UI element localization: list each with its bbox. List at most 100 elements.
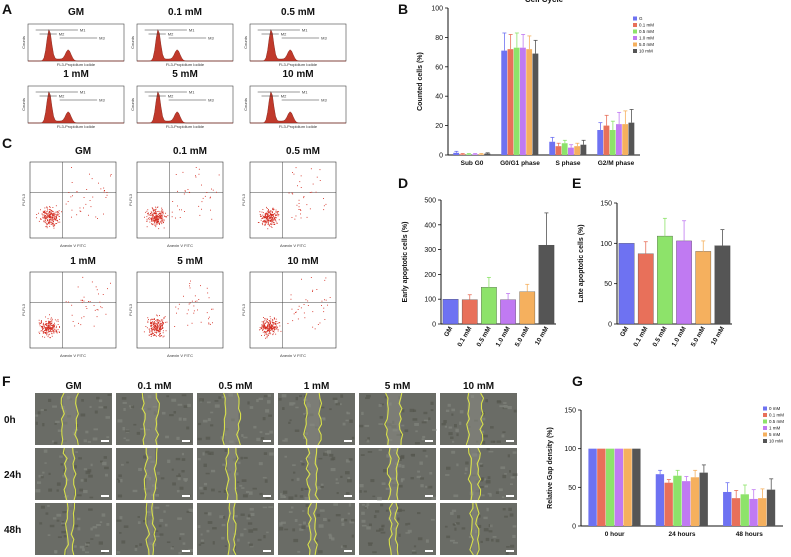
scatter-dot bbox=[262, 214, 264, 216]
scatter-dot bbox=[46, 213, 48, 215]
scatter-dot bbox=[49, 333, 51, 335]
cell-texture bbox=[80, 413, 86, 417]
scatter-dot bbox=[156, 326, 158, 327]
scatter-dot bbox=[154, 329, 156, 331]
scatter-dot bbox=[159, 215, 160, 217]
scatter-dot bbox=[272, 331, 274, 332]
scatter-dot bbox=[50, 223, 52, 225]
cell-texture bbox=[420, 477, 425, 480]
scatter-dot bbox=[310, 168, 312, 170]
cell-texture bbox=[54, 550, 57, 554]
scatter-dot bbox=[150, 330, 152, 332]
cell-texture bbox=[366, 394, 371, 398]
cell-texture bbox=[443, 420, 447, 424]
scatter-dot bbox=[295, 312, 296, 313]
cell-texture bbox=[218, 490, 221, 493]
scatter-dot bbox=[271, 212, 273, 213]
scatter-dot bbox=[153, 216, 155, 218]
scatter-dot bbox=[268, 212, 270, 214]
scatter-dot bbox=[155, 226, 157, 228]
cell-texture bbox=[118, 474, 122, 478]
scatter-dot bbox=[273, 322, 275, 323]
scatter-dot bbox=[164, 321, 166, 323]
scatter-dot bbox=[163, 227, 165, 229]
cell-texture bbox=[134, 548, 138, 552]
wound-edge-left bbox=[60, 392, 65, 446]
scatter-dot bbox=[154, 218, 155, 220]
cell-texture bbox=[427, 485, 433, 489]
y-tick-label: 150 bbox=[600, 201, 612, 208]
scatter-dot bbox=[155, 328, 157, 330]
bar bbox=[632, 448, 641, 526]
scatter-dot bbox=[162, 319, 164, 321]
wound-image bbox=[278, 447, 355, 501]
cell-texture bbox=[502, 474, 507, 479]
scatter-dot bbox=[263, 325, 265, 327]
scatter-dot bbox=[49, 219, 50, 221]
scatter-dot bbox=[314, 328, 316, 330]
scatter-dot bbox=[50, 213, 52, 215]
scatter-dot bbox=[155, 325, 157, 326]
scatter-dot bbox=[151, 217, 152, 219]
scatter-dot bbox=[149, 330, 150, 332]
wound-gap bbox=[305, 393, 320, 445]
cell-texture bbox=[183, 405, 188, 408]
cell-texture bbox=[445, 409, 450, 413]
cell-texture bbox=[200, 492, 205, 495]
scatter-dot bbox=[99, 301, 101, 303]
scatter-dot bbox=[154, 326, 156, 328]
x-tick-label: 1.0 mM bbox=[671, 326, 688, 349]
cell-texture bbox=[376, 529, 381, 532]
scatter-dot bbox=[271, 325, 272, 327]
scatter-dot bbox=[55, 214, 57, 216]
cell-texture bbox=[400, 454, 405, 459]
scatter-dot bbox=[71, 209, 73, 211]
histogram-peaks bbox=[250, 90, 346, 124]
scatter-dot bbox=[49, 221, 50, 223]
bar bbox=[690, 477, 700, 526]
scatter-dot bbox=[42, 210, 44, 212]
histogram-frame bbox=[136, 85, 234, 124]
scatter-dot bbox=[51, 327, 53, 328]
x-tick-label: S phase bbox=[556, 160, 581, 167]
cell-texture bbox=[278, 527, 284, 531]
bar bbox=[637, 253, 654, 325]
cell-texture bbox=[262, 417, 266, 421]
legend-swatch bbox=[633, 29, 637, 34]
cell-texture bbox=[123, 408, 126, 411]
wound-edge-left bbox=[143, 448, 149, 501]
cell-texture bbox=[282, 439, 285, 442]
scatter-dot bbox=[329, 297, 331, 298]
cell-texture bbox=[510, 476, 515, 479]
scatter-dot bbox=[58, 331, 60, 333]
scatter-dot bbox=[149, 214, 150, 216]
cell-texture bbox=[281, 521, 286, 524]
bar bbox=[520, 47, 526, 155]
cell-texture bbox=[334, 399, 338, 404]
scatter-dot bbox=[270, 322, 271, 324]
scatter-dot bbox=[160, 217, 161, 219]
cell-texture bbox=[159, 533, 164, 536]
scatter-dot bbox=[156, 218, 158, 220]
scatter-dot bbox=[271, 211, 273, 212]
y-axis-label: Late apoptotic cells (%) bbox=[578, 224, 585, 302]
cell-texture bbox=[425, 539, 429, 543]
cell-texture bbox=[359, 484, 364, 488]
wound-edge-left bbox=[227, 502, 231, 556]
cell-texture bbox=[40, 505, 45, 509]
scatter-dot bbox=[147, 212, 149, 214]
scatter-dot bbox=[154, 220, 156, 222]
scatter-dot bbox=[155, 327, 156, 329]
scatter-dot bbox=[56, 217, 58, 219]
scatter-dot bbox=[158, 327, 160, 329]
cell-texture bbox=[378, 528, 384, 531]
scatter-dot bbox=[153, 323, 155, 325]
scatter-dot bbox=[162, 217, 164, 219]
scatter-dot bbox=[148, 218, 149, 220]
scatter-dot bbox=[267, 216, 268, 217]
cell-texture bbox=[407, 522, 411, 525]
scatter-dot bbox=[164, 215, 165, 217]
scatter-dot bbox=[152, 214, 154, 216]
